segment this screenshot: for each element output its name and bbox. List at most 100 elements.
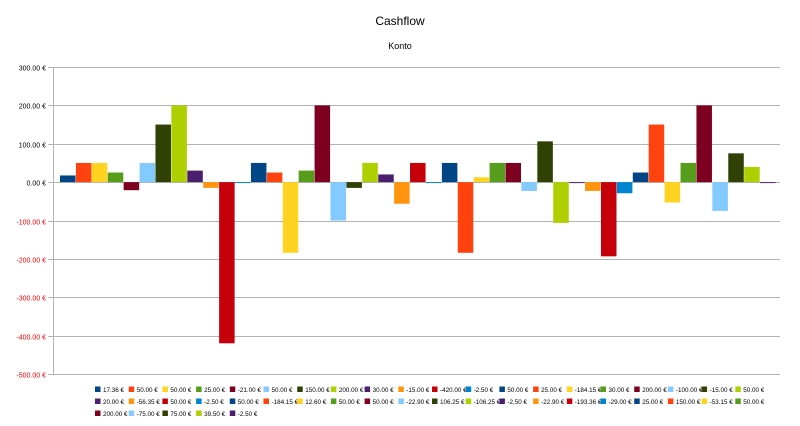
bar [155, 124, 171, 183]
y-tick-label: -400.00 € [16, 335, 46, 342]
bar [362, 162, 378, 183]
legend-item: -15.00 € [398, 386, 430, 394]
bar [664, 182, 681, 203]
legend-label: -2.50 € [474, 387, 494, 394]
legend-label: -15.00 € [406, 387, 430, 394]
bar [219, 182, 235, 344]
legend-swatch [533, 398, 539, 404]
bar [123, 182, 140, 191]
bar [441, 162, 458, 183]
legend-swatch [263, 398, 269, 404]
bar [760, 182, 776, 184]
legend-label: 50.00 € [170, 399, 192, 406]
bar [314, 105, 331, 183]
legend-item: 50.00 € [263, 386, 293, 394]
legend-swatch [398, 386, 404, 392]
legend-item: 20.00 € [95, 398, 125, 406]
legend-label: 150.00 € [305, 387, 330, 394]
bar [298, 170, 315, 183]
legend-swatch [297, 398, 303, 404]
bar [187, 170, 203, 183]
bar [457, 182, 474, 253]
legend-swatch [229, 398, 236, 404]
legend-swatch [465, 398, 472, 404]
bar [696, 105, 712, 183]
legend-label: 30.00 € [609, 387, 631, 394]
chart-subtitle: Konto [388, 41, 412, 51]
legend-item: -2.50 € [196, 398, 224, 406]
legend-swatch [701, 398, 708, 404]
bar [282, 182, 299, 253]
legend-item: 50.00 € [330, 398, 361, 406]
bar [632, 172, 649, 183]
legend-item: 150.00 € [667, 398, 701, 406]
bar [728, 153, 744, 183]
legend-swatch [229, 386, 236, 392]
legend-label: 50.00 € [507, 387, 529, 394]
legend-label: -184.15 € [575, 387, 602, 394]
bar [489, 162, 506, 183]
legend-label: -53.15 € [710, 399, 734, 406]
bar [203, 182, 219, 188]
legend-item: 75.00 € [162, 410, 192, 418]
legend-swatch [229, 410, 236, 416]
legend-label: -21.00 € [238, 387, 262, 394]
legend-label: -75.00 € [137, 411, 161, 418]
y-tick-label: -200.00 € [16, 258, 46, 265]
legend-swatch [297, 386, 303, 392]
legend-swatch [364, 398, 371, 404]
legend-item: -75.00 € [128, 410, 161, 418]
legend-label: -29.00 € [609, 399, 633, 406]
legend-label: -2.50 € [238, 411, 258, 418]
legend-label: 150.00 € [676, 399, 701, 406]
legend-item: 50.00 € [162, 386, 192, 394]
legend-item: -184.15 € [566, 386, 602, 394]
legend-item: -15.00 € [701, 386, 734, 394]
legend-item: 50.00 € [735, 386, 765, 394]
bar [616, 182, 633, 194]
gridlines [48, 67, 780, 375]
bar [91, 162, 108, 183]
legend-label: 50.00 € [339, 399, 361, 406]
legend-swatch [634, 398, 640, 404]
legend-item: -2.50 € [465, 386, 494, 394]
legend-item: 25.00 € [196, 386, 226, 394]
legend-label: -15.00 € [710, 387, 734, 394]
bar [107, 172, 124, 183]
y-tick-label: 0.00 € [27, 181, 47, 188]
legend-item: -100.00 € [667, 386, 703, 394]
bar [680, 162, 697, 183]
legend-item: 25.00 € [634, 398, 664, 406]
y-tick-label: 100.00 € [19, 143, 46, 150]
legend-label: 25.00 € [204, 387, 226, 394]
legend-swatch [533, 386, 539, 392]
legend-item: 12.60 € [297, 398, 327, 406]
y-tick-label: 200.00 € [19, 104, 46, 111]
legend-swatch [196, 386, 202, 392]
legend-label: 50.00 € [743, 399, 765, 406]
legend-swatch [600, 398, 606, 404]
bar [330, 182, 346, 221]
bar [75, 162, 92, 183]
bar [139, 162, 156, 183]
bar [346, 182, 362, 188]
legend-label: 50.00 € [170, 387, 192, 394]
bar [394, 182, 410, 204]
legend-swatch [364, 386, 371, 392]
legend-swatch [162, 386, 168, 392]
legend-label: -100.00 € [676, 387, 703, 394]
bar [553, 182, 569, 223]
bar [410, 162, 426, 183]
legend-swatch [634, 386, 640, 392]
bar [266, 172, 283, 183]
legend-swatch [330, 386, 337, 392]
y-tick-label: -100.00 € [16, 220, 46, 227]
legend-item: 200.00 € [95, 410, 128, 418]
legend-label: -56.35 € [137, 399, 161, 406]
legend-item: 200.00 € [330, 386, 364, 394]
legend-swatch [432, 386, 438, 392]
legend-label: -2.50 € [507, 399, 527, 406]
legend-label: -184.15 € [272, 399, 299, 406]
